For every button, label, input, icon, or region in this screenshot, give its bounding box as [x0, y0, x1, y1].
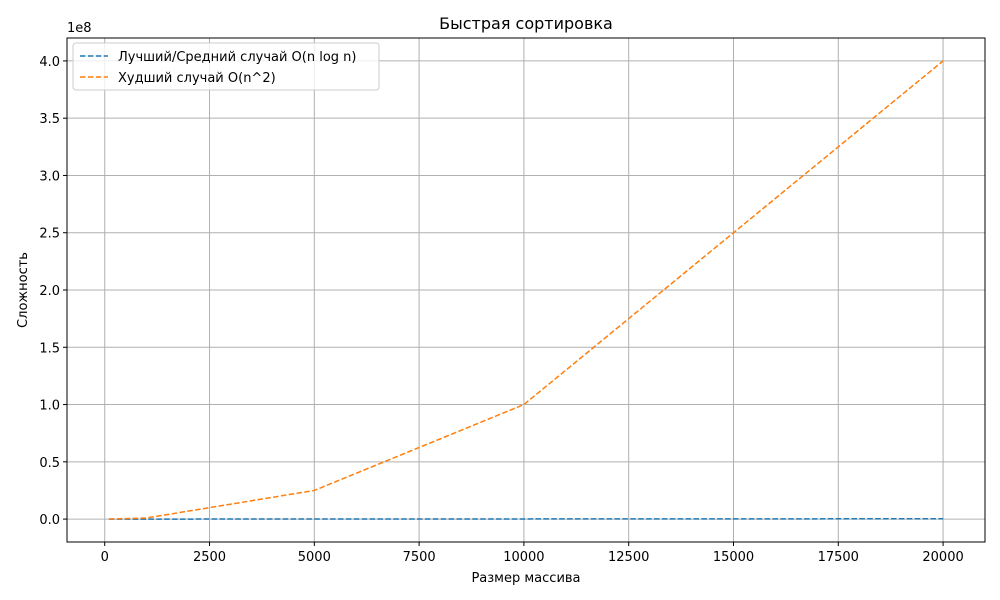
- y-tick-label: 4.0: [39, 55, 60, 70]
- legend-label-best-case: Лучший/Средний случай O(n log n): [118, 50, 356, 65]
- x-tick-label: 2500: [193, 550, 226, 565]
- x-tick-label: 0: [101, 550, 109, 565]
- x-tick-label: 17500: [818, 550, 859, 565]
- y-tick-label: 3.5: [39, 112, 60, 127]
- y-tick-label: 0.5: [39, 456, 60, 471]
- series-lines: [108, 60, 944, 520]
- x-axis-label: Размер массива: [471, 571, 580, 586]
- x-tick-label: 12500: [608, 550, 649, 565]
- x-tick-label: 10000: [503, 550, 544, 565]
- y-axis-ticks: 0.0 0.5 1.0 1.5 2.0 2.5 3.0 3.5 4.0: [39, 55, 67, 528]
- legend-box: [72, 42, 380, 91]
- x-tick-label: 7500: [403, 550, 436, 565]
- series-line-1: [108, 60, 944, 520]
- y-tick-label: 1.0: [39, 399, 60, 414]
- y-tick-label: 1.5: [39, 341, 60, 356]
- y-tick-label: 0.0: [39, 513, 60, 528]
- x-axis-ticks: 0 2500 5000 7500 10000 12500 15000 17500 20000: [101, 542, 964, 565]
- y-axis-offset-label: 1e8: [67, 21, 92, 36]
- y-tick-label: 2.0: [39, 284, 60, 299]
- x-tick-label: 5000: [298, 550, 331, 565]
- x-tick-label: 15000: [713, 550, 754, 565]
- legend: Лучший/Средний случай O(n log n) Худший …: [72, 42, 380, 91]
- x-tick-label: 20000: [922, 550, 963, 565]
- y-tick-label: 3.0: [39, 169, 60, 184]
- legend-label-worst-case: Худший случай O(n^2): [118, 71, 276, 86]
- y-tick-label: 2.5: [39, 227, 60, 242]
- chart-title: Быстрая сортировка: [439, 14, 613, 33]
- y-axis-label: Сложность: [16, 252, 31, 328]
